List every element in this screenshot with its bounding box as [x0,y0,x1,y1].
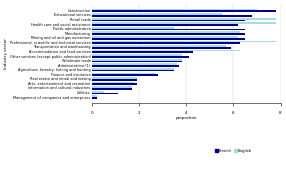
Bar [92,79,137,81]
Bar [92,51,193,53]
Bar [92,61,182,62]
Bar [92,83,137,85]
Bar [92,9,257,10]
Bar [92,93,118,94]
Bar [92,91,104,93]
Bar [92,22,276,24]
Bar [92,59,182,61]
Bar [92,41,276,42]
Bar [92,82,134,83]
Bar [92,32,241,33]
Legend: French, English: French, English [215,149,252,153]
Y-axis label: Industry sector: Industry sector [4,38,8,69]
Bar [92,29,245,30]
Bar [92,56,188,58]
Bar [92,27,174,29]
Bar [92,73,156,74]
Bar [92,88,132,90]
Bar [92,97,97,99]
Bar [92,86,132,88]
Bar [92,20,245,21]
Bar [92,65,179,67]
Bar [92,74,158,76]
Bar [92,10,276,12]
Bar [92,45,226,47]
Bar [92,95,97,97]
Bar [92,15,252,17]
Bar [92,47,231,49]
Bar [92,63,177,65]
Bar [92,18,276,20]
Bar [92,77,137,79]
X-axis label: proportion: proportion [176,116,197,120]
Bar [92,70,174,71]
Bar [92,33,245,35]
Bar [92,13,222,15]
Bar [92,24,238,26]
Bar [92,50,241,51]
Bar [92,38,245,39]
Bar [92,36,238,38]
Bar [92,42,241,44]
Bar [92,68,174,70]
Bar [92,54,182,56]
